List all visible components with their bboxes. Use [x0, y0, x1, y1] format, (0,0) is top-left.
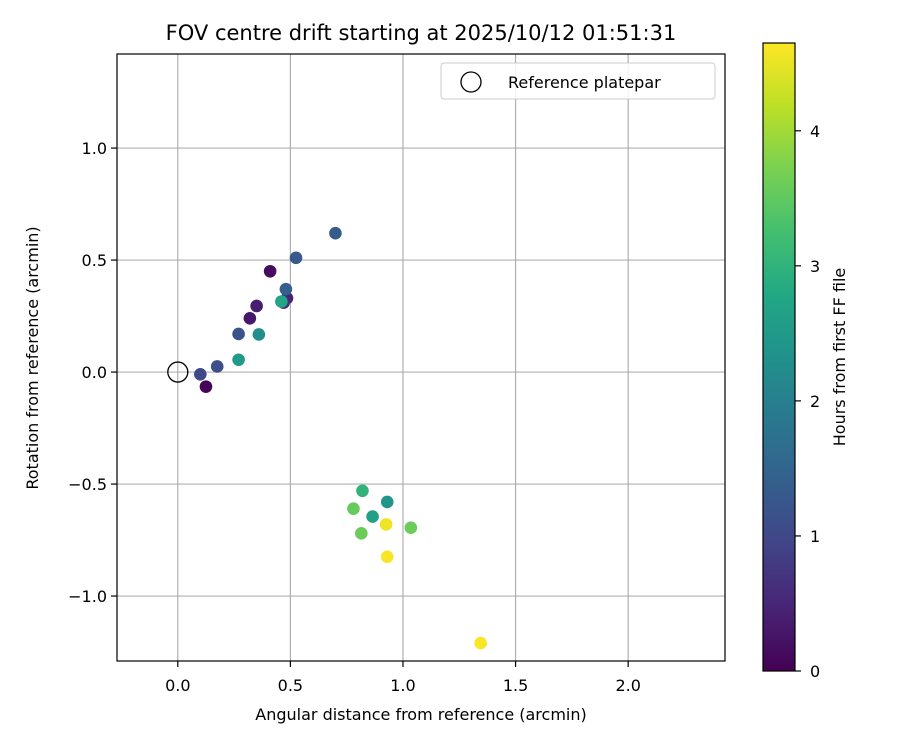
grid — [117, 54, 725, 661]
data-point — [366, 510, 379, 523]
data-point — [404, 521, 418, 535]
data-point — [356, 484, 369, 498]
colorbar-tick-label: 4 — [810, 122, 820, 141]
data-point — [194, 367, 207, 381]
colorbar-ticks: 0 1 2 3 4 — [795, 122, 820, 681]
data-point — [474, 636, 487, 650]
colorbar-tick-label: 0 — [810, 662, 820, 681]
data-point — [243, 312, 257, 325]
x-tick-label: 0.5 — [278, 676, 303, 695]
x-ticks: 0.0 0.5 1.0 1.5 2.0 — [165, 661, 641, 695]
data-point — [329, 226, 342, 240]
colorbar-tick-label: 3 — [810, 257, 820, 276]
colorbar-tick-label: 1 — [810, 527, 820, 546]
data-point — [210, 360, 224, 373]
data-point — [252, 328, 266, 341]
colorbar-tick-label: 2 — [810, 392, 820, 411]
colorbar-gradient — [762, 42, 796, 672]
y-tick-label: −0.5 — [68, 475, 107, 494]
x-tick-label: 2.0 — [615, 676, 640, 695]
data-point — [347, 502, 360, 515]
plot-frame — [116, 53, 726, 662]
y-ticks: −1.0 −0.5 0.0 0.5 1.0 — [68, 139, 117, 606]
x-tick-label: 1.5 — [503, 676, 528, 695]
data-points — [194, 226, 487, 650]
x-tick-label: 0.0 — [165, 676, 190, 695]
data-point — [250, 299, 263, 313]
reference-platepar-marker — [167, 361, 189, 383]
y-tick-label: 1.0 — [82, 139, 107, 158]
colorbar-label: Hours from first FF file — [830, 268, 849, 447]
colorbar: 0 1 2 3 4 Hours from first FF file — [762, 42, 849, 681]
y-axis-label: Rotation from reference (arcmin) — [23, 226, 42, 489]
data-point — [279, 282, 293, 296]
reference-marker-layer — [167, 361, 189, 383]
legend-marker — [460, 71, 482, 93]
y-tick-label: 0.0 — [82, 363, 107, 382]
data-point — [380, 495, 394, 509]
data-point — [263, 264, 277, 278]
data-point — [355, 527, 368, 540]
x-axis-label: Angular distance from reference (arcmin) — [255, 705, 586, 724]
data-point — [289, 251, 303, 265]
y-tick-label: 0.5 — [82, 251, 107, 270]
legend-box — [440, 62, 716, 100]
legend: Reference platepar — [440, 62, 716, 100]
legend-label: Reference platepar — [508, 73, 661, 92]
chart-title: FOV centre drift starting at 2025/10/12 … — [166, 21, 677, 45]
data-point — [232, 353, 245, 367]
data-point — [379, 518, 393, 531]
data-point — [199, 380, 213, 393]
y-tick-label: −1.0 — [68, 587, 107, 606]
x-tick-label: 1.0 — [390, 676, 415, 695]
data-point — [380, 550, 394, 564]
data-point — [275, 295, 288, 308]
data-point — [232, 327, 245, 341]
